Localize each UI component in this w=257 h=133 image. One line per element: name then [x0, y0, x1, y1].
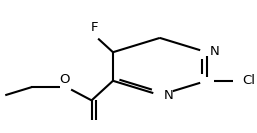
- Text: O: O: [59, 73, 69, 86]
- Text: N: N: [163, 89, 173, 102]
- Text: F: F: [90, 21, 98, 34]
- Text: Cl: Cl: [242, 74, 255, 87]
- Text: N: N: [210, 45, 220, 58]
